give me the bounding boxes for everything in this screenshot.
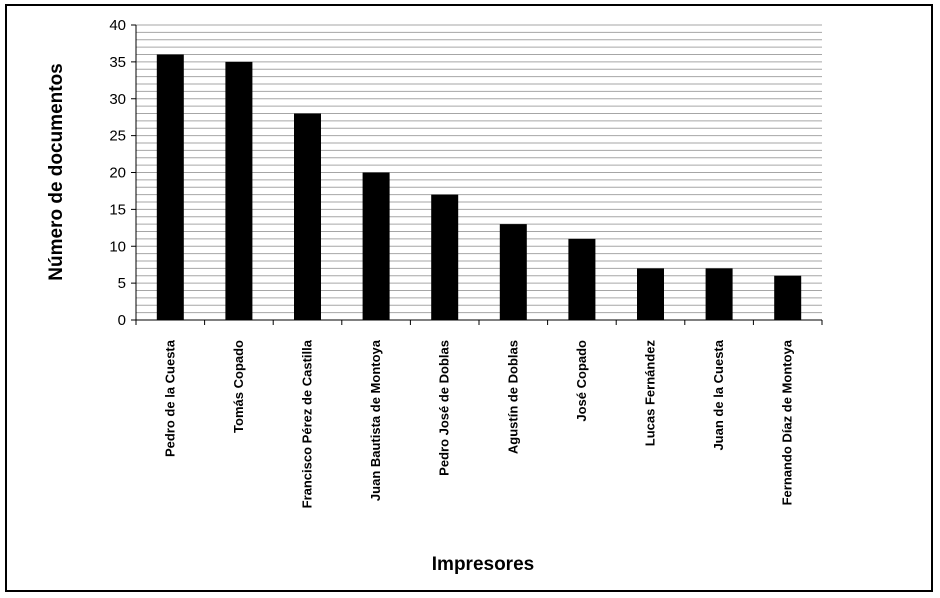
x-category-label: Tomás Copado: [231, 340, 246, 433]
y-tick-label: 30: [109, 91, 126, 108]
x-category-label: Fernando Díaz de Montoya: [780, 339, 795, 505]
y-axis-title: Número de documentos: [46, 63, 67, 280]
bars: [156, 54, 802, 320]
bar-4: [362, 172, 390, 320]
y-tick-label: 40: [109, 17, 126, 34]
bar-2: [225, 61, 253, 320]
y-tick-label: 10: [109, 238, 126, 255]
bar-1: [156, 54, 184, 320]
x-category-label: Pedro José de Doblas: [437, 340, 452, 476]
y-tick-label: 20: [109, 165, 126, 182]
x-category-label: José Copado: [574, 340, 589, 422]
x-category-label: Lucas Fernández: [643, 340, 658, 447]
x-category-label: Agustín de Doblas: [505, 340, 520, 454]
x-category-label: Juan Bautista de Montoya: [368, 339, 383, 501]
x-category-label: Francisco Pérez de Castilla: [300, 339, 315, 508]
bar-3: [294, 113, 321, 320]
x-category-label: Pedro de la Cuesta: [162, 339, 177, 457]
bar-6: [499, 224, 527, 320]
y-tick-label: 0: [118, 312, 126, 329]
y-tick-label: 25: [109, 128, 126, 145]
bar-8: [637, 268, 664, 320]
y-tick-label: 5: [118, 275, 126, 292]
bar-10: [774, 275, 802, 320]
y-tick-label: 15: [109, 201, 126, 218]
x-category-label: Juan de la Cuesta: [711, 339, 726, 450]
x-tick-labels: Pedro de la Cuesta Tomás Copado Francisco …: [162, 339, 794, 508]
bar-9: [705, 268, 733, 320]
y-tick-labels: 0 5 10 15 20 25 30 35 40: [109, 17, 126, 329]
y-tick-label: 35: [109, 54, 126, 71]
bar-7: [568, 238, 596, 320]
bar-5: [431, 194, 459, 320]
x-axis-title: Impresores: [432, 554, 534, 575]
axes: [131, 24, 823, 325]
